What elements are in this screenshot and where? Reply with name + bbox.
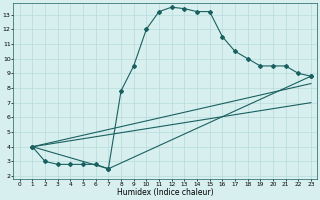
X-axis label: Humidex (Indice chaleur): Humidex (Indice chaleur) — [117, 188, 214, 197]
